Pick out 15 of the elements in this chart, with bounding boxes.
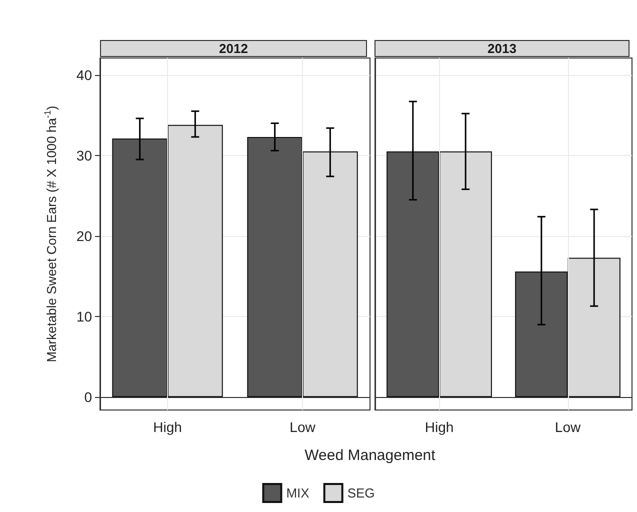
x-tick-label: Low — [554, 419, 582, 435]
y-axis-title: Marketable Sweet Corn Ears (# X 1000 ha-1) — [42, 106, 59, 362]
y-tick-label: 30 — [76, 147, 92, 164]
x-tick-label: High — [153, 419, 182, 435]
legend-label: MIX — [286, 486, 310, 500]
x-tick-label: High — [424, 419, 454, 435]
y-tick-label: 10 — [76, 308, 92, 325]
y-tick-label: 20 — [76, 228, 92, 244]
y-tick-label: 40 — [76, 66, 92, 83]
legend-label: SEG — [347, 486, 375, 500]
x-tick-label: Low — [290, 419, 316, 435]
chart-title: 2012 — [219, 41, 248, 56]
y-tick-label: 0 — [84, 389, 92, 406]
x-axis-title: Weed Management — [304, 447, 436, 464]
chart-title: 2013 — [488, 41, 516, 56]
